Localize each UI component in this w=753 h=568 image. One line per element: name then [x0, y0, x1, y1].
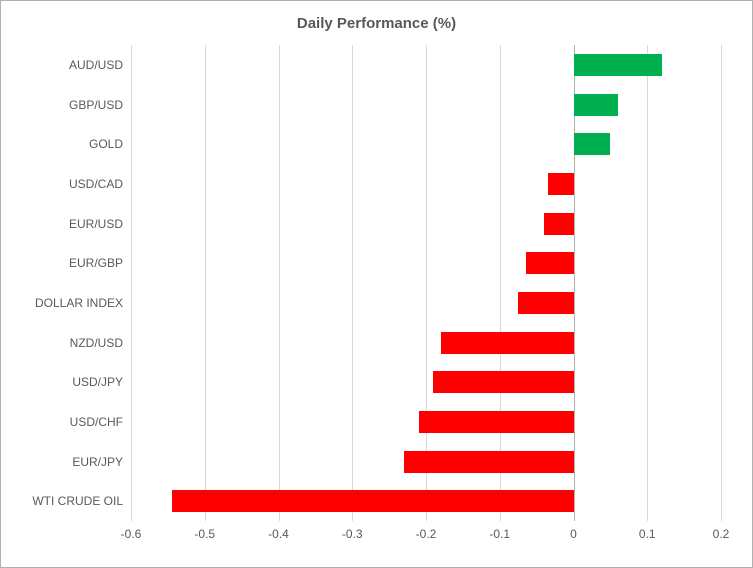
y-category-label: WTI CRUDE OIL: [32, 494, 131, 508]
y-category-label: EUR/GBP: [69, 256, 131, 270]
y-category-label: USD/CHF: [70, 415, 131, 429]
gridline: [131, 45, 132, 521]
bar: [574, 133, 611, 155]
zero-axis-line: [574, 45, 575, 521]
bar: [526, 252, 574, 274]
bar: [574, 54, 663, 76]
y-category-label: NZD/USD: [70, 336, 131, 350]
y-category-label: USD/CAD: [69, 177, 131, 191]
y-category-label: EUR/JPY: [72, 455, 131, 469]
x-tick-label: -0.3: [342, 521, 363, 541]
bar: [544, 213, 574, 235]
gridline: [205, 45, 206, 521]
chart-title: Daily Performance (%): [1, 15, 752, 32]
bar: [441, 332, 574, 354]
x-tick-label: -0.5: [194, 521, 215, 541]
x-tick-label: -0.6: [121, 521, 142, 541]
gridline: [352, 45, 353, 521]
y-category-label: EUR/USD: [69, 217, 131, 231]
gridline: [721, 45, 722, 521]
bar: [172, 490, 574, 512]
gridline: [647, 45, 648, 521]
x-tick-label: 0.1: [639, 521, 656, 541]
y-category-label: GOLD: [89, 137, 131, 151]
y-category-label: USD/JPY: [72, 375, 131, 389]
bar: [548, 173, 574, 195]
x-tick-label: -0.1: [489, 521, 510, 541]
y-category-label: AUD/USD: [69, 58, 131, 72]
x-tick-label: -0.2: [416, 521, 437, 541]
gridline: [279, 45, 280, 521]
y-category-label: GBP/USD: [69, 98, 131, 112]
x-tick-label: -0.4: [268, 521, 289, 541]
bar: [433, 371, 573, 393]
bar: [404, 451, 574, 473]
bar: [419, 411, 574, 433]
y-category-label: DOLLAR INDEX: [35, 296, 131, 310]
x-tick-label: 0.2: [713, 521, 730, 541]
chart-container: Daily Performance (%) -0.6-0.5-0.4-0.3-0…: [0, 0, 753, 568]
plot-area: -0.6-0.5-0.4-0.3-0.2-0.100.10.2AUD/USDGB…: [131, 45, 721, 521]
x-tick-label: 0: [570, 521, 577, 541]
bar: [574, 94, 618, 116]
bar: [518, 292, 573, 314]
